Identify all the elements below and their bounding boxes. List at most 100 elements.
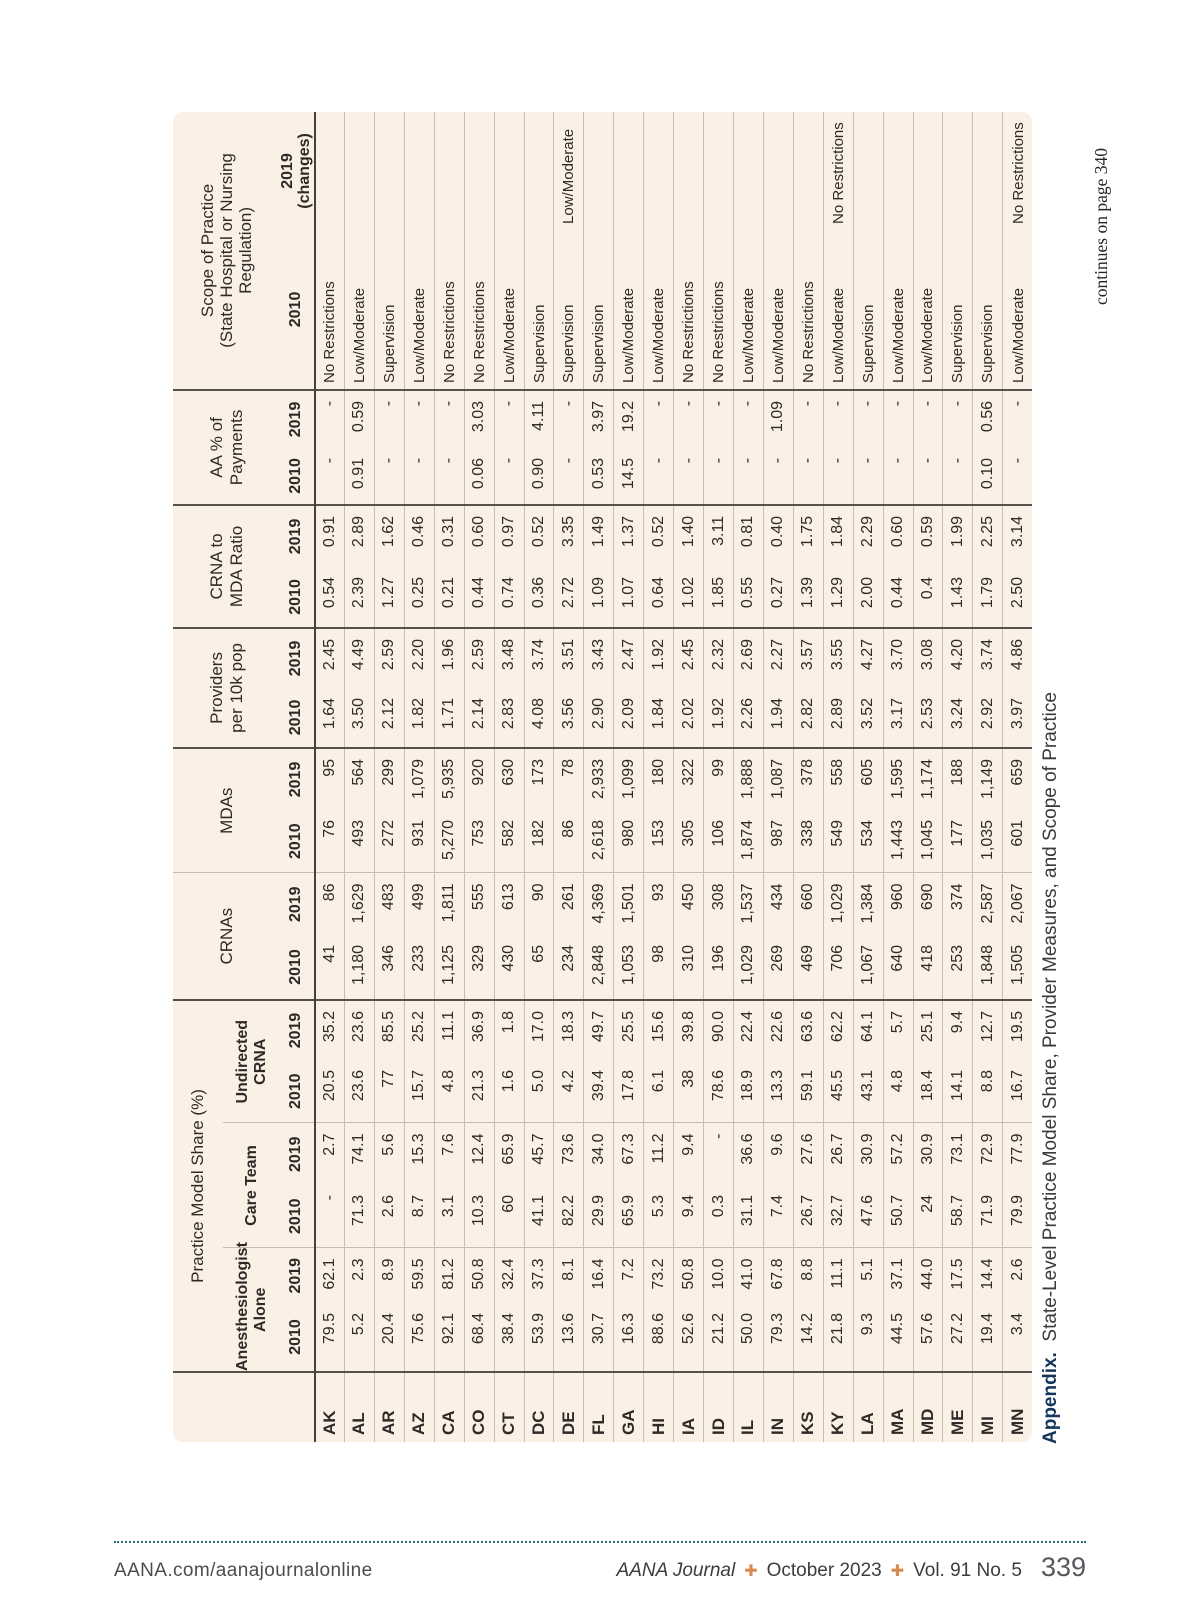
value-cell: 3.97 bbox=[1002, 687, 1032, 748]
value-cell: 0.52 bbox=[643, 504, 674, 567]
value-cell: 30.9 bbox=[853, 1123, 884, 1185]
value-cell: 14.4 bbox=[972, 1248, 1003, 1303]
value-cell: 272 bbox=[374, 809, 405, 873]
header-anesthesiologist-alone: Anesthesiologist Alone bbox=[223, 1242, 280, 1372]
value-cell: 706 bbox=[823, 934, 854, 1000]
value-cell: 5,935 bbox=[434, 747, 465, 810]
table-row: MI 19.4 14.4 71.9 72.9 8.8 12.7 1,848 2,587 1,035… bbox=[972, 112, 1003, 1442]
value-cell: 2,618 bbox=[583, 809, 614, 873]
table-row: MD 57.6 44.0 24 30.9 18.4 25.1 418 690 1,045 1,174… bbox=[913, 112, 943, 1442]
value-cell: 2.02 bbox=[673, 687, 704, 748]
journal-website-link[interactable]: AANA.com/aanajournalonline bbox=[114, 1560, 373, 1581]
value-cell: 5,270 bbox=[434, 809, 465, 873]
value-cell: 90.0 bbox=[703, 999, 734, 1060]
value-cell: 34.0 bbox=[583, 1123, 614, 1185]
value-cell: 71.3 bbox=[344, 1185, 375, 1248]
value-cell: 322 bbox=[673, 747, 704, 810]
value-cell: 4.08 bbox=[524, 687, 554, 748]
value-cell: 2.26 bbox=[733, 687, 764, 748]
value-cell: 27.2 bbox=[942, 1303, 973, 1372]
value-cell: 45.7 bbox=[524, 1123, 554, 1185]
value-cell: 38 bbox=[673, 1060, 704, 1123]
value-cell: 493 bbox=[344, 809, 375, 873]
value-cell: - bbox=[553, 447, 584, 505]
year-header: 2010 bbox=[280, 566, 315, 628]
state-label: MN bbox=[1008, 1408, 1027, 1435]
journal-name: AANA Journal bbox=[616, 1560, 736, 1581]
table-row: ID 21.2 10.0 0.3-78.6 90.0 196 308 106 99 1.92 2.3… bbox=[703, 112, 734, 1442]
rotated-table-container: Practice Model Share (%) CRNAs MDAs Prov… bbox=[173, 112, 1032, 1442]
value-cell: 95 bbox=[314, 747, 345, 810]
table-row: MA 44.5 37.1 50.7 57.2 4.8 5.7 640 960 1,443 1,595… bbox=[883, 112, 914, 1442]
value-cell: 16.3 bbox=[613, 1303, 644, 1372]
value-cell: 64.1 bbox=[853, 999, 884, 1060]
year-header: 2019 bbox=[280, 627, 315, 688]
value-cell: 21.2 bbox=[703, 1303, 734, 1372]
table-row: CO 68.4 50.8 10.3 12.4 21.3 36.9 329 555 753 920 2.… bbox=[464, 112, 495, 1442]
value-cell: 5.1 bbox=[853, 1248, 884, 1303]
value-cell: 0.46 bbox=[404, 504, 435, 567]
year-header: 2010 bbox=[280, 1185, 315, 1248]
value-cell: 1,174 bbox=[913, 747, 943, 810]
value-cell: Low/Moderate bbox=[733, 229, 764, 390]
value-cell: Low/Moderate bbox=[823, 229, 854, 390]
value-cell: 2.45 bbox=[314, 627, 345, 688]
value-cell: 19.2 bbox=[613, 389, 644, 448]
value-cell: 3.48 bbox=[494, 627, 525, 688]
value-cell: 1,029 bbox=[823, 872, 854, 935]
value-cell: 2.59 bbox=[374, 627, 405, 688]
value-cell: 430 bbox=[494, 934, 525, 1000]
value-cell: 3.55 bbox=[823, 627, 854, 688]
value-cell: 0.4 bbox=[913, 566, 943, 628]
value-cell: 0.10 bbox=[972, 447, 1003, 505]
value-cell: 65.9 bbox=[613, 1185, 644, 1248]
value-cell: 1,888 bbox=[733, 747, 764, 810]
value-cell: 79.5 bbox=[314, 1303, 345, 1372]
value-cell bbox=[344, 112, 375, 230]
value-cell: 73.1 bbox=[942, 1123, 973, 1185]
value-cell: 23.6 bbox=[344, 1060, 375, 1123]
value-cell: 0.55 bbox=[733, 566, 764, 628]
value-cell: 1,149 bbox=[972, 747, 1003, 810]
value-cell bbox=[703, 112, 734, 230]
value-cell: 0.60 bbox=[883, 504, 914, 567]
value-cell: 11.1 bbox=[823, 1248, 854, 1303]
value-cell: 62.1 bbox=[314, 1248, 345, 1303]
table-row: AR 20.4 8.9 2.6 5.6 77 85.5 346 483 272 299 2.12 2.5… bbox=[374, 112, 405, 1442]
value-cell: 2.20 bbox=[404, 627, 435, 688]
value-cell: 41.1 bbox=[524, 1185, 554, 1248]
value-cell: 1,443 bbox=[883, 809, 914, 873]
issue-date: October 2023 bbox=[766, 1560, 882, 1581]
value-cell: 450 bbox=[673, 872, 704, 935]
state-label: IL bbox=[733, 1372, 764, 1442]
value-cell: - bbox=[673, 389, 704, 448]
table-row: AK 79.5 62.1-2.7 20.5 35.2 41 86 76 95 1.64 2.45 0.… bbox=[314, 112, 345, 1442]
value-cell: 18.9 bbox=[733, 1060, 764, 1123]
value-cell: 0.97 bbox=[494, 504, 525, 567]
value-cell: - bbox=[793, 389, 824, 448]
value-cell: 18.3 bbox=[553, 999, 584, 1060]
value-cell: 3.74 bbox=[524, 627, 554, 688]
value-cell: 11.1 bbox=[434, 999, 465, 1060]
value-cell: 3.4 bbox=[1002, 1303, 1032, 1372]
value-cell: 261 bbox=[553, 872, 584, 935]
continues-note: continues on page 340 bbox=[1091, 148, 1111, 305]
header-scope-of-practice: Scope of Practice (State Hospital or Nur… bbox=[173, 112, 280, 390]
value-cell: - bbox=[404, 389, 435, 448]
state-label: LA bbox=[853, 1372, 884, 1442]
value-cell: 549 bbox=[823, 809, 854, 873]
value-cell: 2.39 bbox=[344, 566, 375, 628]
value-cell: 1,180 bbox=[344, 934, 375, 1000]
value-cell: - bbox=[793, 447, 824, 505]
value-cell bbox=[972, 112, 1003, 230]
value-cell: 1,029 bbox=[733, 934, 764, 1000]
value-cell: 68.4 bbox=[464, 1303, 495, 1372]
value-cell: 3.51 bbox=[553, 627, 584, 688]
value-cell: 21.8 bbox=[823, 1303, 854, 1372]
value-cell: - bbox=[374, 389, 405, 448]
value-cell: 17.5 bbox=[942, 1248, 973, 1303]
value-cell: 1.62 bbox=[374, 504, 405, 567]
value-cell: 346 bbox=[374, 934, 405, 1000]
value-cell: - bbox=[733, 447, 764, 505]
